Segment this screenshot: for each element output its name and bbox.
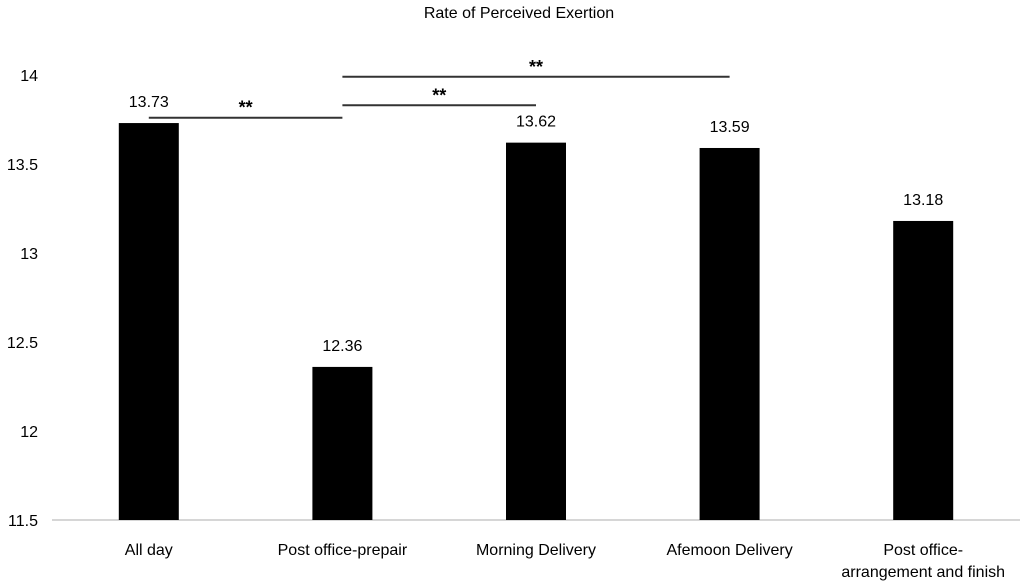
data-labels: 13.73 12.36 13.62 13.59 13.18 — [129, 94, 944, 355]
category-label: Morning Delivery — [476, 542, 596, 559]
data-label: 13.62 — [516, 114, 556, 131]
y-tick-label: 12.5 — [7, 335, 38, 352]
bar — [506, 142, 566, 520]
data-label: 13.59 — [710, 119, 750, 136]
category-label: Post office- — [883, 542, 963, 559]
y-tick-label: 13.5 — [7, 157, 38, 174]
data-label: 13.18 — [903, 192, 943, 209]
y-tick-label: 14 — [20, 68, 38, 85]
significance-label: ** — [529, 57, 543, 77]
category-label: Post office-prepair — [278, 542, 408, 559]
category-label: All day — [125, 542, 173, 559]
y-axis-ticks: 11.5 12 12.5 13 13.5 14 — [7, 68, 38, 530]
category-label: Afemoon Delivery — [666, 542, 792, 559]
y-tick-label: 11.5 — [8, 513, 38, 530]
category-label: arrangement and finish — [841, 564, 1005, 581]
data-label: 13.73 — [129, 94, 169, 111]
y-tick-label: 12 — [20, 424, 38, 441]
bar — [893, 220, 954, 520]
bars — [118, 123, 954, 521]
y-tick-label: 13 — [20, 246, 38, 263]
data-label: 12.36 — [322, 338, 362, 355]
bar — [312, 366, 373, 520]
significance-label: ** — [432, 85, 446, 105]
bar — [118, 123, 179, 520]
bar — [699, 147, 760, 521]
significance-label: ** — [239, 98, 253, 118]
significance-brackets: ** ** ** — [148, 57, 730, 119]
chart-title: Rate of Perceived Exertion — [424, 5, 614, 22]
category-labels: All day Post office-prepair Morning Delive… — [125, 542, 1005, 581]
